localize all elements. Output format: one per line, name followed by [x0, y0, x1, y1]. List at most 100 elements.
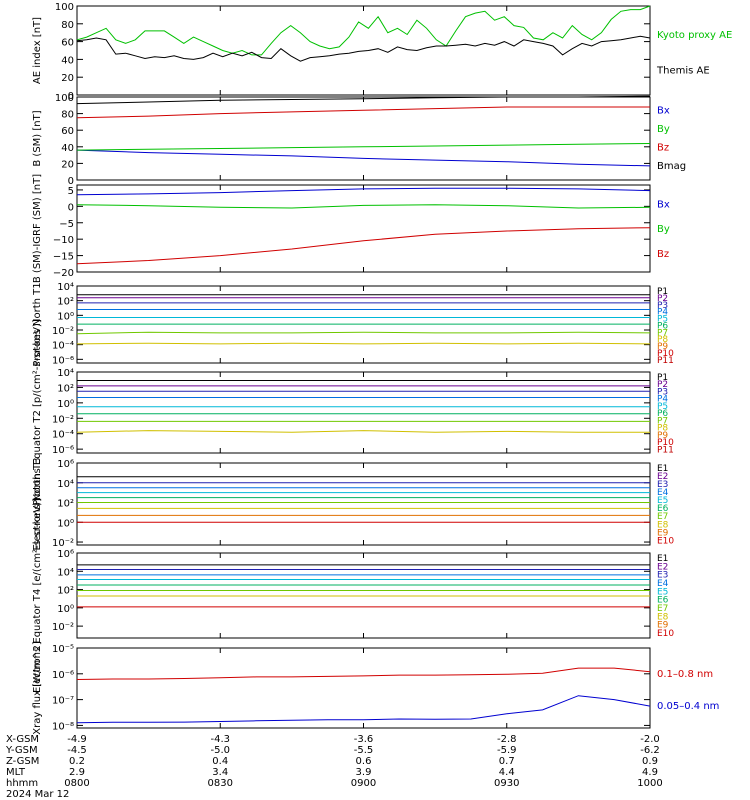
legend-entry: E4 — [657, 488, 669, 498]
y-tick-label: 0 — [68, 91, 74, 102]
panel-frame — [76, 96, 651, 181]
series-line — [76, 5, 651, 56]
footer-row-label: Z-GSM — [6, 756, 39, 767]
footer-value: 4.9 — [642, 767, 658, 778]
legend-entry: E2 — [657, 562, 668, 572]
legend-entry: P11 — [657, 356, 674, 366]
footer-value: 0.4 — [212, 756, 228, 767]
y-tick-label: 10⁴ — [57, 567, 74, 578]
footer-value: -5.5 — [354, 745, 374, 756]
footer-value: 3.4 — [212, 767, 228, 778]
footer-row-label: Y-GSM — [5, 745, 38, 756]
footer-value: -2.8 — [497, 734, 517, 745]
legend-entry: P4 — [657, 395, 668, 405]
series-line — [76, 35, 651, 62]
footer-value: -6.2 — [640, 745, 660, 756]
footer-value: 0.2 — [69, 756, 85, 767]
legend-entry: E9 — [657, 621, 669, 631]
y-tick-label: 60 — [61, 38, 74, 49]
y-tick-label: 10⁻⁵ — [52, 644, 74, 655]
legend-entry: Bmag — [657, 161, 686, 172]
panel-frame — [76, 371, 651, 454]
footer-value: -5.9 — [497, 745, 517, 756]
y-tick-label: 10⁴ — [57, 282, 74, 293]
y-tick-label: 10⁻⁴ — [52, 341, 74, 352]
y-tick-label: 40 — [61, 143, 74, 154]
legend-entry: Kyoto proxy AE — [657, 30, 732, 41]
y-tick-label: 10⁰ — [57, 604, 74, 615]
y-tick-label: 10⁻⁶ — [52, 355, 74, 366]
panel-1: 0 20 40 60 80 100 AE index [nT] Kyoto proxy AE T… — [32, 2, 732, 102]
y-tick-label: 10⁻⁴ — [52, 430, 74, 441]
y-tick-label: 10⁻⁶ — [52, 445, 74, 456]
panel-2: 0 20 40 60 80 100 B (SM) [nT] Bx By Bz Bmag — [32, 93, 686, 187]
legend-entry: P11 — [657, 445, 674, 455]
footer-value: 1000 — [637, 778, 662, 789]
y-tick-label: 10² — [57, 297, 74, 308]
series-line — [76, 95, 651, 105]
legend-entry: P6 — [657, 321, 668, 331]
legend-entry: Bx — [657, 106, 670, 117]
legend-entry: E6 — [657, 596, 669, 606]
y-axis-label: Xray flux [W/m^2] — [32, 641, 43, 735]
footer-value: 3.9 — [356, 767, 372, 778]
y-tick-label: 100 — [55, 93, 74, 104]
y-tick-label: 100 — [55, 2, 74, 13]
y-axis-label: Electrons North T3 — [32, 457, 43, 550]
y-tick-label: 10⁰ — [57, 311, 74, 322]
y-tick-label: 10² — [57, 586, 74, 597]
footer-value: 2.9 — [69, 767, 85, 778]
legend-entry: P6 — [657, 409, 668, 419]
y-axis-label: Protons Equator T2 [p/(cm²-s-sr-keV)] — [32, 319, 43, 506]
legend-entry: P8 — [657, 424, 668, 434]
series-line — [76, 227, 651, 265]
footer-value: -5.0 — [210, 745, 230, 756]
legend-entry: P9 — [657, 431, 668, 441]
y-tick-label: 10⁴ — [57, 368, 74, 379]
y-axis-label: Electrons Equator T4 [e/(cm²-s-sr-keV)] — [32, 498, 43, 693]
y-tick-label: 10² — [57, 499, 74, 510]
y-tick-label: 10² — [57, 383, 74, 394]
legend-entry: E1 — [657, 464, 668, 474]
footer-value: 0930 — [494, 778, 519, 789]
legend-entry: P3 — [657, 301, 668, 311]
y-tick-label: 10⁶ — [57, 549, 74, 560]
footer-value: 0.9 — [642, 756, 658, 767]
series-line — [76, 149, 651, 167]
footer-value: -4.3 — [210, 734, 230, 745]
legend-entry: E3 — [657, 571, 668, 581]
legend-entry: P7 — [657, 416, 668, 426]
orbit-footer: X-GSM -4.9 -4.3 -3.6 -2.8 -2.0 Y-GSM -4.5 -5.0 -5… — [5, 734, 663, 800]
legend-entry: By — [657, 124, 670, 135]
legend-entry: E7 — [657, 512, 668, 522]
legend-entry: P8 — [657, 335, 668, 345]
legend-entry: E10 — [657, 629, 674, 639]
legend-entry: E5 — [657, 496, 668, 506]
footer-row-label: X-GSM — [6, 734, 39, 745]
y-tick-label: 10⁻⁷ — [52, 696, 74, 707]
legend-entry: Bz — [657, 249, 669, 260]
y-tick-label: 10⁻² — [52, 414, 74, 425]
footer-row-label: MLT — [6, 767, 26, 778]
y-tick-label: 10⁰ — [57, 399, 74, 410]
footer-value: -4.5 — [67, 745, 87, 756]
series-line — [76, 667, 651, 680]
series-line — [76, 695, 651, 724]
panel-frame — [76, 647, 651, 729]
legend-entry: P2 — [657, 294, 668, 304]
legend-entry: P10 — [657, 438, 674, 448]
legend-entry: Bz — [657, 142, 669, 153]
legend-entry: E7 — [657, 604, 668, 614]
legend-entry: P5 — [657, 315, 668, 325]
series-line — [76, 106, 650, 119]
footer-value: 0.7 — [499, 756, 515, 767]
legend-entry: E10 — [657, 536, 674, 546]
series-line — [76, 342, 651, 345]
footer-row-label: hhmm — [6, 778, 38, 789]
footer-value: -3.6 — [354, 734, 374, 745]
panel-frame — [76, 184, 651, 273]
y-axis-label: Protons North T1 — [32, 282, 43, 366]
